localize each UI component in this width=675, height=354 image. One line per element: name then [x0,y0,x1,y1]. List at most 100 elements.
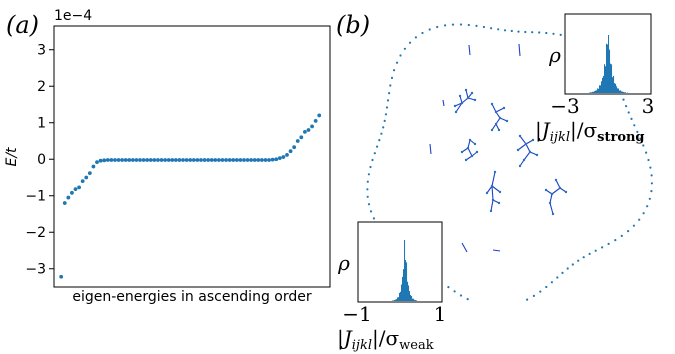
histogram-bar [604,64,606,93]
histogram-bar [400,291,402,301]
panel-a-axes-frame [53,25,331,288]
histogram-bar [411,296,413,301]
ring-node [614,239,617,242]
cluster-node [522,158,526,162]
data-point [181,158,185,162]
ring-node [447,286,450,289]
histogram-bar [397,297,399,301]
histogram-bar [396,299,398,301]
cluster-7 [429,43,521,253]
histogram-bar [612,77,614,93]
histogram-bar [596,90,598,93]
inset-strong-histogram [589,34,629,93]
cluster-node [466,96,470,100]
ring-node [607,242,610,245]
inset-strong-xlabel-sigma-sub: strong [597,130,644,145]
data-points [59,113,322,279]
data-point [310,124,314,129]
cluster-node [460,101,464,105]
histogram-bar [622,91,624,93]
ring-node [531,31,534,34]
data-point [177,158,182,162]
inset-weak-tick-min: −1 [342,302,371,326]
ring-node [384,113,388,116]
histogram-bar [415,300,417,301]
histogram-bar [590,92,592,93]
ring-node [622,98,625,101]
data-point [285,152,289,157]
ring-node [620,234,623,237]
ring-node [526,298,529,301]
ring-node [517,30,520,33]
histogram-bar [617,88,619,93]
cluster-node [464,88,468,92]
ring-node [532,294,536,297]
histogram-bar [597,88,599,93]
ring-node [482,25,485,29]
ring-node [378,139,381,142]
ring-node [627,230,630,233]
cluster-node [454,110,458,114]
ring-node [367,203,371,206]
histogram-bar [406,262,408,301]
cluster-node [502,106,506,110]
histogram-bar [610,63,612,93]
cluster-node [458,94,462,98]
data-point [195,158,200,162]
ring-node [408,41,412,44]
data-point [80,179,85,184]
data-point [213,158,218,162]
histogram-bar [414,299,416,301]
histogram-bar [402,276,404,301]
cluster-node [489,209,493,213]
data-point [267,158,271,162]
histogram-bar [412,298,414,301]
ring-node [630,117,633,120]
data-point [209,158,214,162]
histogram-bar [624,92,626,93]
ring-node [559,33,562,37]
histogram-bar [620,90,622,93]
ring-node [638,218,641,221]
y-tick-label: −3 [25,262,46,278]
cluster-node [494,122,498,126]
data-point [188,158,193,162]
y-tick-label: 3 [37,43,46,59]
data-point [123,158,128,162]
histogram-bar [407,281,409,301]
data-point [202,158,207,162]
data-point [59,274,64,279]
ring-node [393,69,396,72]
data-point [156,158,160,162]
cluster-node [524,142,528,146]
ring-node [588,252,591,255]
data-point [141,158,146,162]
cluster-node [475,150,479,154]
cluster-node [493,170,497,174]
ring-node [503,29,507,32]
y-axis-label: E/t [4,147,20,167]
ring-node [490,27,493,30]
data-point [87,171,92,176]
ring-node [566,267,569,270]
inset-strong-xlabel-rest: |/σ [570,118,597,143]
ring-node [556,276,559,279]
histogram-bar [601,81,603,93]
cluster-node [551,212,555,216]
panel-b: (b) ρ −3 3 |Jijkl|/σstrong ρ [336,11,654,353]
ring-node [366,180,369,183]
ring-node [642,212,645,215]
data-point [245,158,250,162]
ring-node [539,290,542,293]
histogram-bar [615,83,617,93]
data-point [62,201,67,205]
ring-node [545,31,548,35]
data-point [70,190,74,195]
cluster-node [460,150,464,154]
histogram-bar [600,85,602,93]
data-point [317,113,322,118]
ring-node [373,152,376,155]
inset-strong-ylabel: ρ [548,43,561,67]
ring-node [636,130,639,133]
data-point [184,158,189,162]
